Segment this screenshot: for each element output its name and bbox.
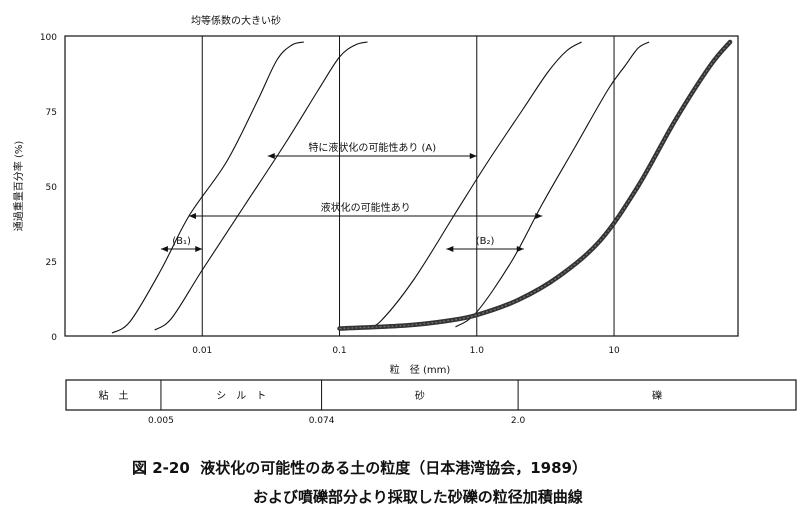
annotations: 特に液状化の可能性あり (A) 液状化の可能性あり (B₁) (B₂) [160, 141, 543, 252]
class-boundary-label: 0.005 [148, 416, 174, 426]
plot-frame [64, 35, 739, 337]
classification-bar [65, 379, 797, 411]
x-tick-label: 0.1 [332, 346, 346, 356]
annotation-label: (B₂) [476, 236, 495, 247]
class-boundary-label: 0.074 [309, 416, 335, 426]
y-tick-label: 0 [51, 333, 57, 343]
annotation-label: 液状化の可能性あり [321, 201, 411, 214]
y-ticks: 100 75 50 25 0 [40, 33, 57, 343]
y-tick-label: 50 [46, 183, 58, 193]
x-gridlines [201, 36, 615, 336]
y-tick-label: 25 [46, 258, 57, 268]
y-tick-label: 75 [46, 108, 57, 118]
gradation-boundary-curve [367, 41, 582, 328]
class-label: シ ル ト [216, 391, 266, 402]
annotation-label: (B₁) [172, 236, 191, 247]
class-label: 粘 土 [98, 389, 128, 402]
arrow-head-left [160, 246, 168, 252]
arrow-head-left [188, 213, 196, 219]
arrow-head-right [469, 153, 477, 159]
gradation-boundary-curve [111, 41, 305, 334]
caption-number: 図 2-20 [132, 459, 190, 477]
caption-line-2: および噴礫部分より採取した砂礫の粒径加積曲線 [253, 488, 583, 506]
y-tick-label: 100 [40, 33, 57, 43]
class-boundary-label: 2.0 [511, 416, 526, 426]
y-axis-label: 通過重量百分率 (%) [12, 141, 25, 232]
arrow-head-right [195, 246, 203, 252]
x-tick-label: 10 [608, 346, 620, 356]
x-axis-label: 粒 径 (mm) [390, 363, 451, 376]
top-label: 均等係数の大きい砂 [191, 14, 281, 27]
class-label: 砂 [415, 389, 425, 402]
arrow-head-left [446, 246, 454, 252]
gradation-boundary-curve [154, 41, 368, 331]
x-ticks: 0.01 0.1 1.0 10 [192, 346, 620, 356]
x-tick-label: 0.01 [192, 346, 212, 356]
arrow-head-left [267, 153, 275, 159]
annotation-label: 特に液状化の可能性あり (A) [308, 141, 436, 154]
arrow-head-right [535, 213, 543, 219]
data-series [111, 39, 733, 334]
x-tick-label: 1.0 [470, 346, 485, 356]
arrow-head-right [516, 246, 524, 252]
classification: 0.005 0.074 2.0 粘 土 シ ル ト 砂 礫 [98, 380, 662, 426]
class-label: 礫 [652, 389, 662, 402]
sand-gravel-curve-texture [339, 41, 731, 330]
gradation-boundary-curve [455, 41, 650, 328]
sand-gravel-curve [337, 39, 733, 331]
caption-title: 液状化の可能性のある土の粒度（日本港湾協会，1989） [200, 459, 587, 477]
caption-line-1: 図 2-20 液状化の可能性のある土の粒度（日本港湾協会，1989） [132, 457, 587, 478]
